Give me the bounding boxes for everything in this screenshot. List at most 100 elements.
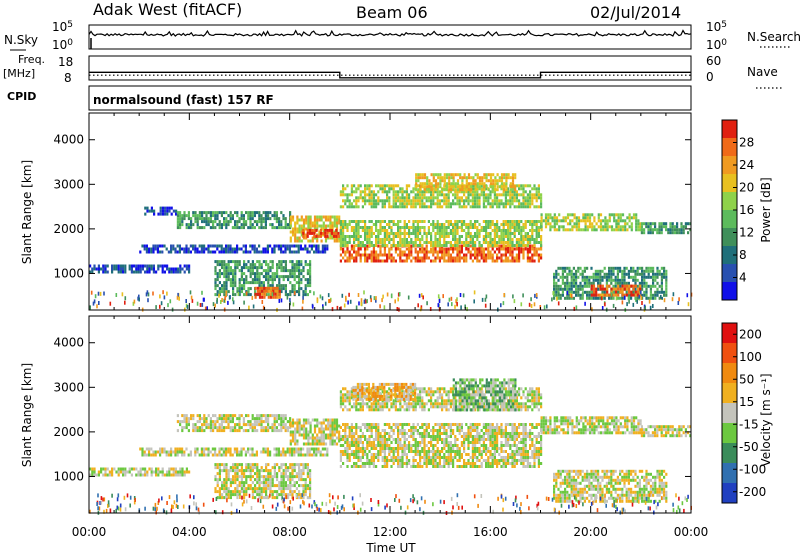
echo-cell xyxy=(293,466,296,470)
echo-cell xyxy=(304,260,307,264)
echo-cell xyxy=(419,259,422,263)
echo-cell xyxy=(218,475,221,479)
echo-cell xyxy=(295,472,298,476)
echo-cell xyxy=(591,222,594,226)
echo-cell xyxy=(651,222,654,226)
echo-cell xyxy=(509,193,512,197)
echo-cell xyxy=(647,225,650,229)
echo-cell xyxy=(485,259,488,263)
echo-cell xyxy=(454,241,457,244)
echo-cell xyxy=(577,219,581,223)
echo-cell xyxy=(262,426,265,430)
echo-cell xyxy=(135,267,138,271)
echo-cell xyxy=(172,247,175,251)
echo-cell xyxy=(588,293,591,297)
echo-cell xyxy=(201,214,204,218)
echo-cell xyxy=(483,176,486,180)
echo-cell xyxy=(399,196,402,200)
echo-cell xyxy=(364,235,367,238)
echo-cell xyxy=(443,182,446,186)
echo-cell xyxy=(478,185,482,189)
echo-cell xyxy=(223,293,226,297)
echo-cell xyxy=(575,281,578,285)
echo-cell xyxy=(271,226,274,230)
echo-cell xyxy=(146,470,149,474)
echo-cell xyxy=(141,447,144,451)
echo-cell xyxy=(216,290,219,294)
echo-cell xyxy=(309,266,312,270)
echo-cell xyxy=(302,447,305,451)
echo-cell xyxy=(652,266,655,270)
echo-cell xyxy=(476,187,479,191)
echo-cell xyxy=(183,247,186,251)
echo-cell xyxy=(234,490,237,494)
echo-cell xyxy=(412,229,415,232)
echo-cell xyxy=(487,179,490,183)
echo-cell xyxy=(531,244,534,248)
echo-cell xyxy=(445,253,448,257)
echo-cell xyxy=(309,239,312,243)
echo-cell xyxy=(441,235,444,238)
echo-speckle xyxy=(289,297,291,302)
echo-cell xyxy=(509,241,512,244)
echo-cell xyxy=(256,278,259,282)
echo-cell xyxy=(645,222,648,226)
echo-speckle xyxy=(331,307,334,312)
echo-cell xyxy=(299,244,302,248)
echo-cell xyxy=(568,284,571,288)
echo-cell xyxy=(566,278,569,282)
echo-cell xyxy=(353,235,356,238)
echo-cell xyxy=(392,184,395,188)
echo-cell xyxy=(238,484,241,488)
echo-cell xyxy=(388,256,391,260)
echo-cell xyxy=(100,267,103,271)
echo-cell xyxy=(377,196,380,200)
echo-cell xyxy=(342,187,345,191)
echo-cell xyxy=(569,228,572,232)
echo-cell xyxy=(359,193,362,197)
echo-cell xyxy=(287,469,290,473)
echo-cell xyxy=(394,199,397,203)
echo-cell xyxy=(437,173,440,177)
echo-cell xyxy=(564,281,567,285)
echo-cell xyxy=(562,216,565,220)
echo-cell xyxy=(280,466,283,470)
echo-cell xyxy=(269,414,272,418)
echo-cell xyxy=(489,182,493,186)
echo-cell xyxy=(179,223,182,227)
echo-cell xyxy=(419,182,422,186)
echo-cell xyxy=(212,211,215,215)
echo-cell xyxy=(337,234,340,238)
freq-tick-top: 18 xyxy=(58,55,73,69)
echo-cell xyxy=(260,481,263,485)
echo-cell xyxy=(617,222,620,226)
echo-cell xyxy=(364,223,367,226)
echo-cell xyxy=(225,450,228,454)
echo-cell xyxy=(284,493,287,497)
echo-cell xyxy=(223,275,226,279)
echo-cell xyxy=(260,487,263,491)
echo-speckle xyxy=(316,299,319,304)
echo-cell xyxy=(229,244,232,248)
echo-cell xyxy=(337,231,340,235)
echo-cell xyxy=(513,199,516,203)
echo-cell xyxy=(278,493,281,497)
echo-cell xyxy=(267,263,270,267)
echo-cell xyxy=(91,267,94,271)
echo-cell xyxy=(436,220,439,223)
echo-cell xyxy=(302,228,305,232)
echo-cell xyxy=(159,244,162,248)
echo-cell xyxy=(342,229,345,232)
echo-cell xyxy=(289,275,292,279)
echo-cell xyxy=(313,224,317,228)
echo-cell xyxy=(405,205,408,209)
echo-cell xyxy=(445,247,448,251)
echo-cell xyxy=(316,224,319,228)
echo-cell xyxy=(300,478,303,482)
echo-cell xyxy=(540,235,543,238)
echo-cell xyxy=(344,193,347,197)
echo-cell xyxy=(635,228,638,232)
echo-cell xyxy=(592,290,596,294)
echo-cell xyxy=(115,264,118,268)
echo-cell xyxy=(295,463,298,467)
